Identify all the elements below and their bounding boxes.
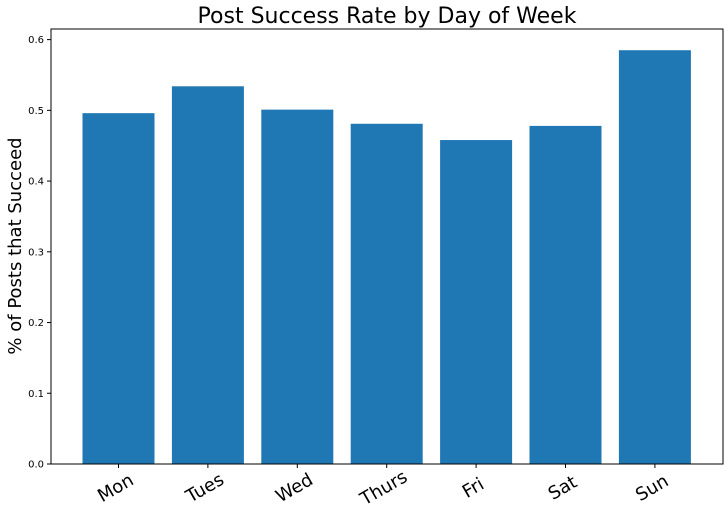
plot-frame: [50, 28, 724, 465]
x-tick-label: Tues: [182, 469, 228, 508]
bar-mon: [82, 113, 155, 465]
y-tick-label: 0.2: [28, 318, 44, 329]
x-tick-label: Fri: [459, 474, 488, 503]
chart-title: Post Success Rate by Day of Week: [198, 4, 577, 29]
bars: [82, 50, 691, 465]
bar-wed: [261, 109, 334, 464]
y-tick-label: 0.3: [28, 247, 44, 258]
bar-tues: [171, 86, 244, 464]
y-tick-label: 0.4: [28, 177, 44, 188]
x-tick-label: Wed: [272, 469, 316, 507]
x-tick-label: Thurs: [356, 466, 411, 510]
bar-sat: [529, 125, 602, 464]
bar-fri: [440, 140, 513, 465]
bar-sun: [618, 50, 691, 464]
y-axis-label: % of Posts that Succeed: [5, 137, 26, 354]
y-tick-label: 0.1: [28, 389, 44, 400]
x-tick-label: Mon: [94, 470, 137, 507]
y-tick-label: 0.5: [28, 106, 44, 117]
x-tick-label: Sun: [632, 471, 672, 506]
bar-thurs: [350, 123, 423, 464]
x-axis-ticks: Mon Tues Wed Thurs Fri Sat Sun: [94, 464, 672, 510]
y-tick-label: 0.6: [28, 35, 44, 46]
y-axis-ticks: 0.0 0.1 0.2 0.3 0.4 0.5 0.6: [28, 35, 51, 471]
y-tick-label: 0.0: [28, 460, 44, 471]
x-tick-label: Sat: [545, 472, 581, 505]
